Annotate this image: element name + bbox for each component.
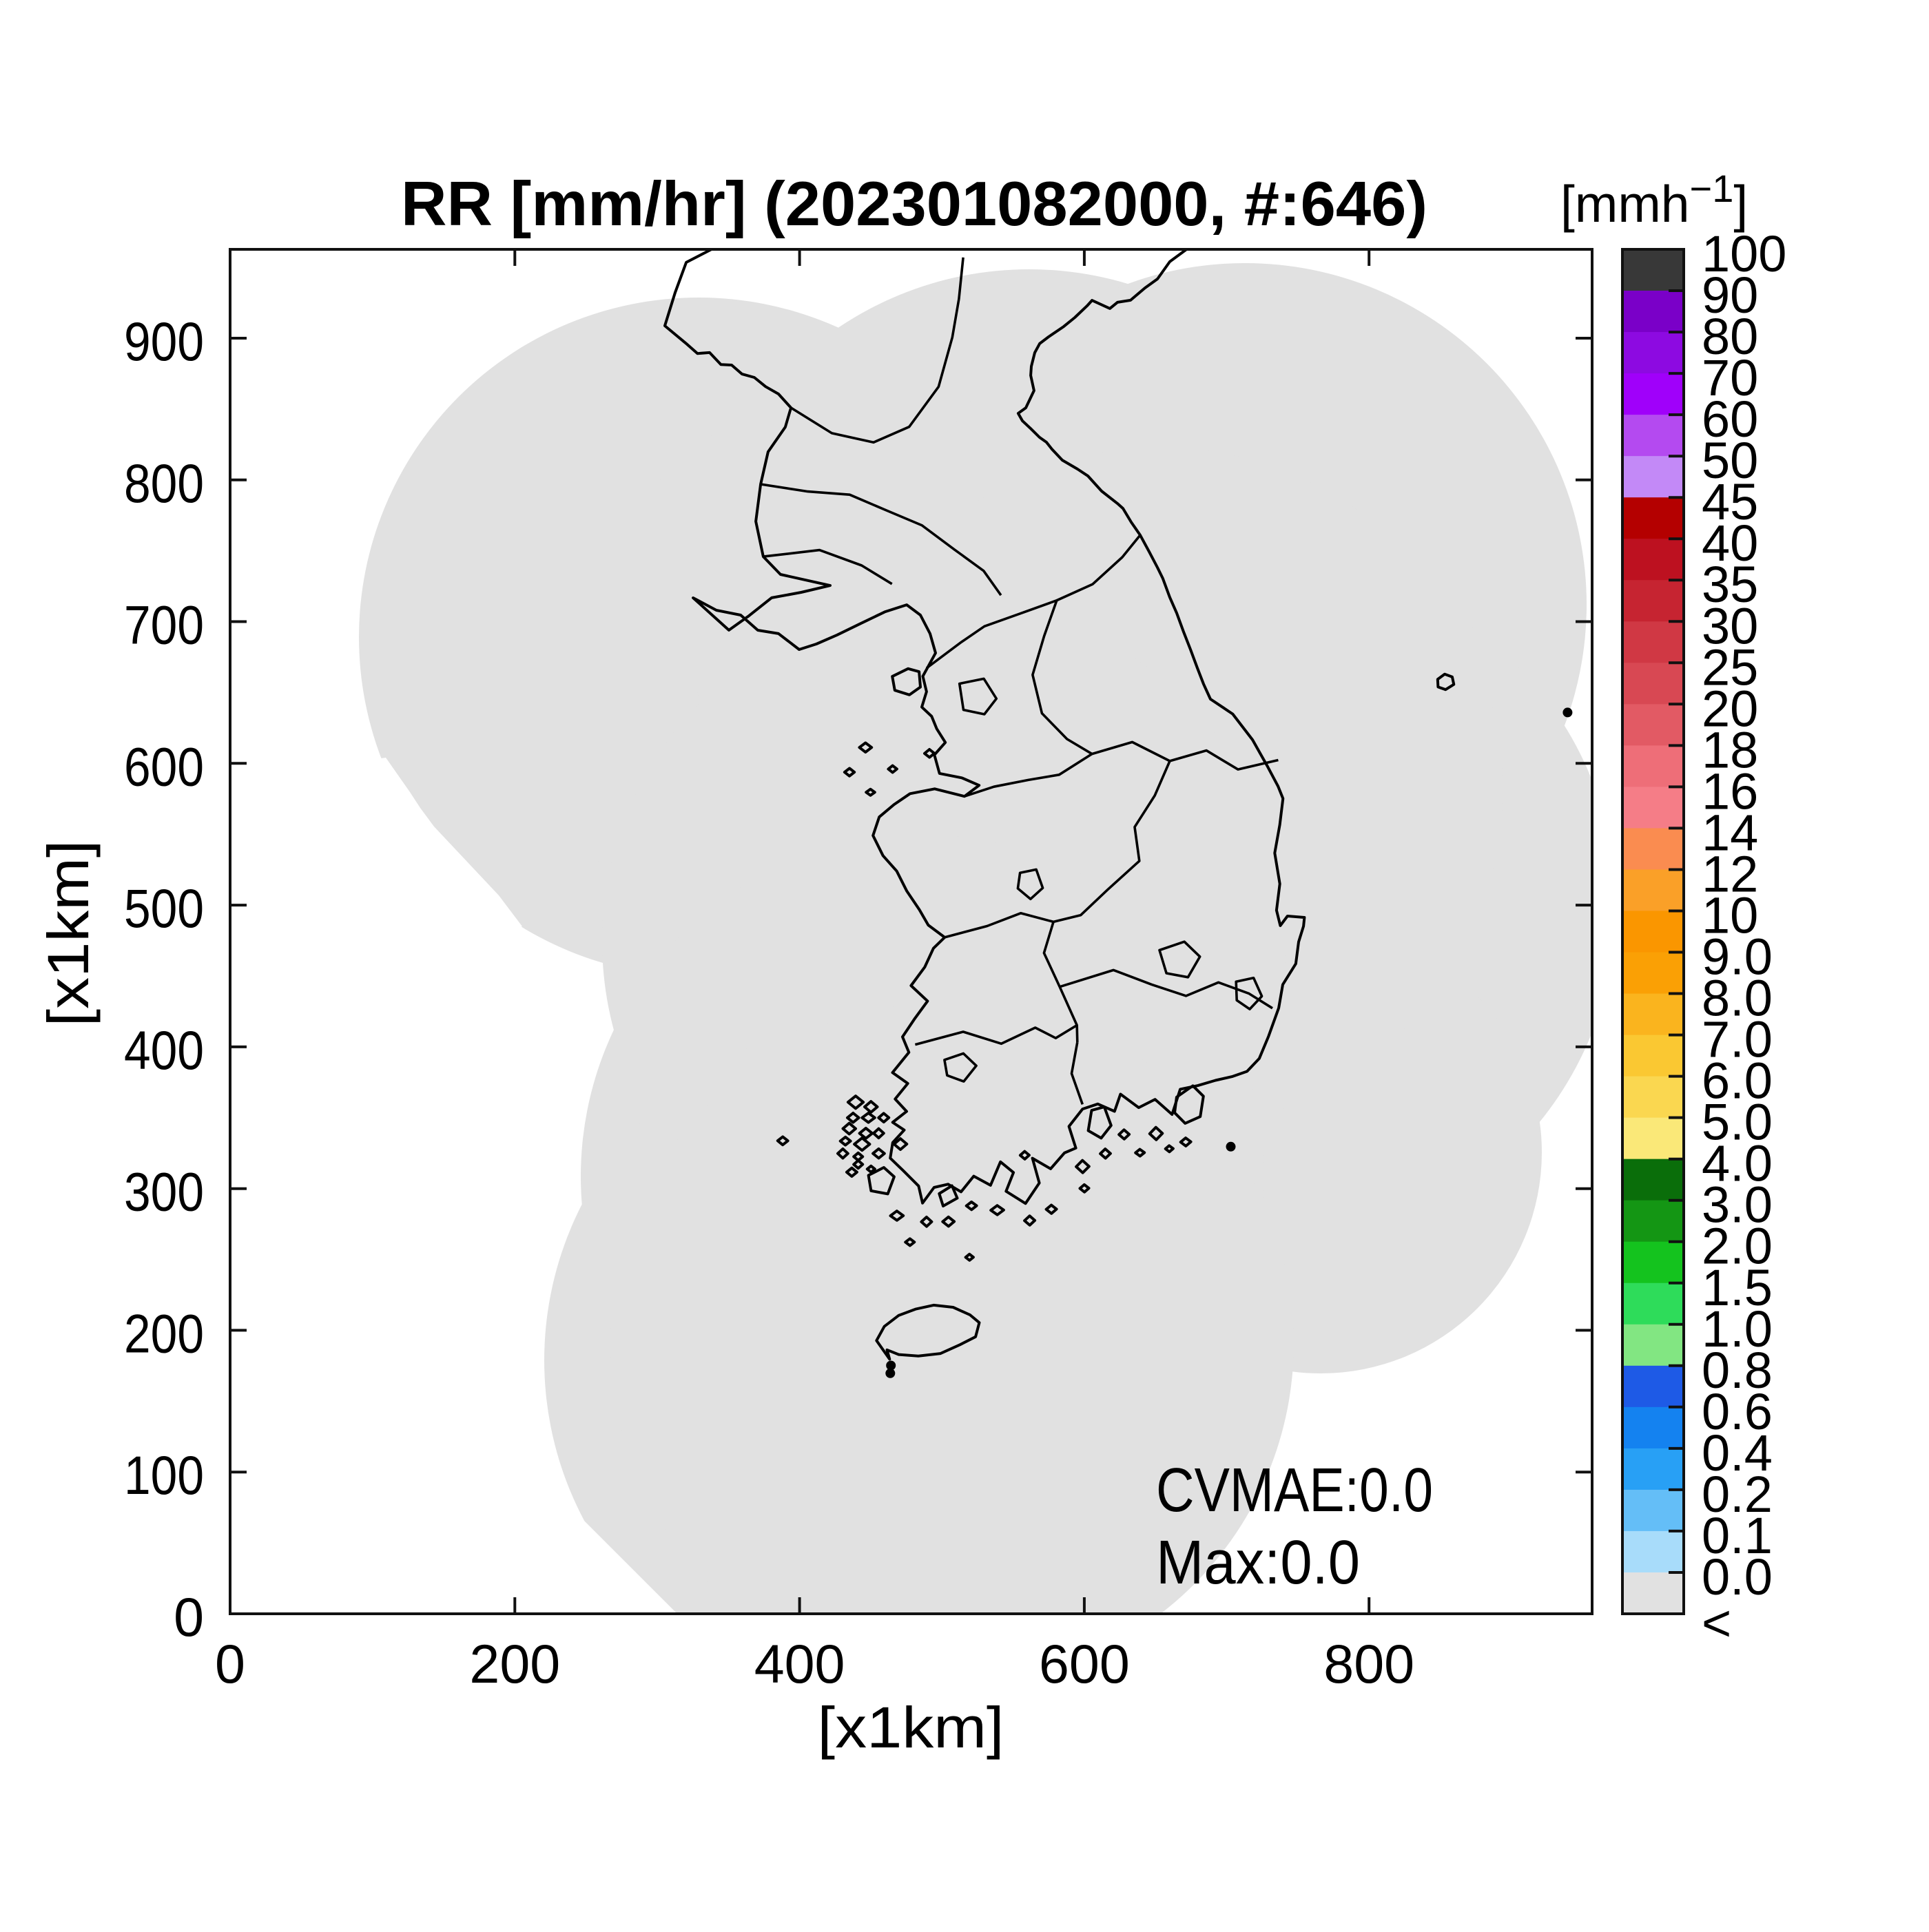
svg-text:4.0: 4.0 <box>1702 1135 1773 1192</box>
svg-text:0.4: 0.4 <box>1702 1424 1773 1482</box>
svg-text:0.0: 0.0 <box>1702 1548 1773 1606</box>
svg-text:45: 45 <box>1702 473 1758 530</box>
svg-text:9.0: 9.0 <box>1702 928 1773 986</box>
svg-text:2.0: 2.0 <box>1702 1218 1773 1275</box>
svg-text:CVMAE:0.0: CVMAE:0.0 <box>1156 1456 1433 1525</box>
svg-text:8.0: 8.0 <box>1702 970 1773 1027</box>
svg-text:20: 20 <box>1702 680 1758 737</box>
svg-text:400: 400 <box>124 1019 204 1081</box>
svg-text:7.0: 7.0 <box>1702 1011 1773 1068</box>
svg-text:0.6: 0.6 <box>1702 1383 1773 1440</box>
svg-text:[x1km]: [x1km] <box>36 840 101 1027</box>
svg-text:5.0: 5.0 <box>1702 1094 1773 1151</box>
svg-text:500: 500 <box>124 877 204 939</box>
svg-text:90: 90 <box>1702 267 1758 324</box>
svg-text:0: 0 <box>174 1586 204 1648</box>
svg-text:40: 40 <box>1702 515 1758 572</box>
svg-text:200: 200 <box>469 1633 560 1694</box>
svg-text:800: 800 <box>124 453 204 514</box>
svg-text:35: 35 <box>1702 556 1758 613</box>
svg-text:18: 18 <box>1702 721 1758 778</box>
svg-text:600: 600 <box>1039 1633 1130 1694</box>
svg-text:70: 70 <box>1702 349 1758 406</box>
svg-text:200: 200 <box>124 1302 204 1364</box>
svg-text:[mmh−1]: [mmh−1] <box>1560 167 1748 233</box>
svg-text:1.5: 1.5 <box>1702 1259 1773 1316</box>
svg-text:50: 50 <box>1702 432 1758 489</box>
svg-text:0.2: 0.2 <box>1702 1466 1773 1523</box>
svg-text:3.0: 3.0 <box>1702 1176 1773 1234</box>
svg-text:0.1: 0.1 <box>1702 1507 1773 1564</box>
svg-text:700: 700 <box>124 594 204 656</box>
svg-text:RR [mm/hr] (202301082000, #:64: RR [mm/hr] (202301082000, #:646) <box>401 169 1427 239</box>
svg-text:400: 400 <box>754 1633 845 1694</box>
svg-text:25: 25 <box>1702 638 1758 696</box>
svg-text:1.0: 1.0 <box>1702 1300 1773 1358</box>
svg-text:600: 600 <box>124 736 204 797</box>
svg-text:0.8: 0.8 <box>1702 1342 1773 1399</box>
svg-text:<: < <box>1702 1595 1731 1652</box>
svg-text:14: 14 <box>1702 804 1758 861</box>
svg-text:30: 30 <box>1702 597 1758 654</box>
svg-text:100: 100 <box>1702 225 1786 282</box>
svg-text:800: 800 <box>1323 1633 1414 1694</box>
svg-text:900: 900 <box>124 311 204 372</box>
svg-text:16: 16 <box>1702 762 1758 820</box>
svg-text:0: 0 <box>215 1633 245 1694</box>
svg-text:300: 300 <box>124 1161 204 1223</box>
svg-text:80: 80 <box>1702 308 1758 365</box>
svg-text:100: 100 <box>124 1444 204 1506</box>
svg-text:10: 10 <box>1702 887 1758 944</box>
svg-text:60: 60 <box>1702 391 1758 448</box>
svg-text:Max:0.0: Max:0.0 <box>1156 1528 1360 1597</box>
svg-text:6.0: 6.0 <box>1702 1052 1773 1110</box>
svg-text:[x1km]: [x1km] <box>818 1695 1004 1760</box>
svg-text:12: 12 <box>1702 846 1758 903</box>
